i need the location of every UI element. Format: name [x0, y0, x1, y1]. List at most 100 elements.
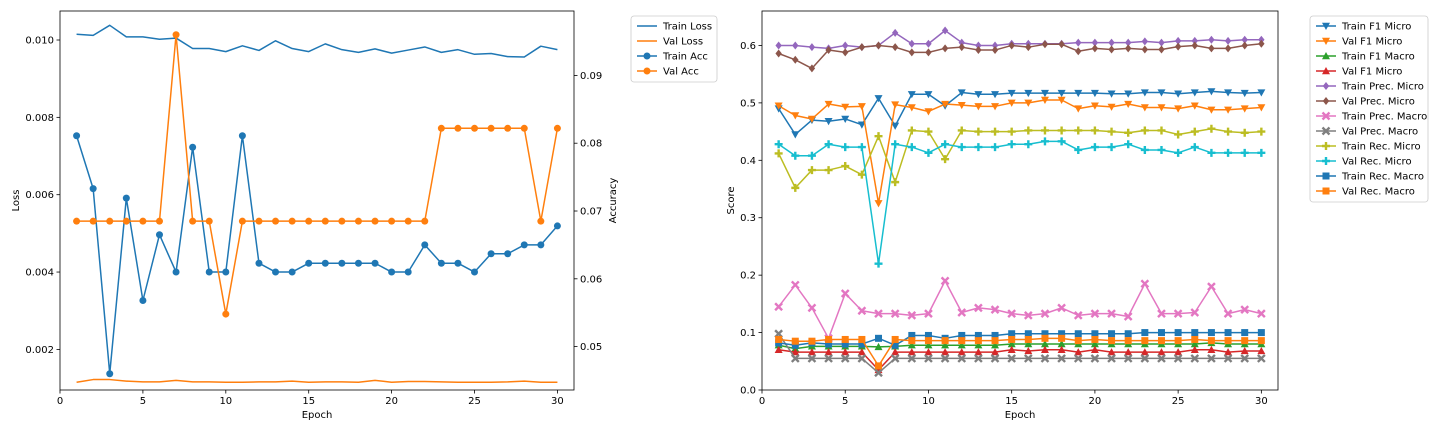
data-point [907, 104, 916, 112]
data-point [958, 43, 965, 52]
series-line [778, 99, 1262, 205]
data-point [1057, 96, 1066, 105]
data-point [924, 348, 933, 356]
series-train-rec-macro [775, 329, 1265, 349]
data-point [1007, 89, 1016, 98]
data-point [841, 340, 849, 348]
data-point [1174, 348, 1183, 356]
legend-label: Train Rec. Macro [1341, 172, 1424, 183]
data-point [1157, 329, 1165, 337]
legend-marker [1322, 172, 1330, 180]
data-point [1157, 104, 1166, 112]
data-point [288, 217, 296, 225]
data-point [807, 303, 817, 313]
data-point [791, 131, 800, 139]
data-point [1007, 140, 1016, 149]
data-point [1157, 126, 1166, 135]
series-line [76, 33, 559, 315]
data-point [1241, 41, 1248, 50]
data-point [404, 268, 412, 276]
data-point [1257, 329, 1265, 337]
data-point [354, 217, 362, 225]
data-point [1207, 345, 1216, 354]
legend-marker [1321, 126, 1331, 136]
data-point [807, 166, 816, 175]
data-point [1057, 340, 1066, 348]
data-point [975, 46, 982, 55]
series-val-prec-micro [775, 39, 1265, 73]
data-point [553, 222, 561, 230]
data-point [139, 297, 147, 305]
data-point [205, 217, 213, 225]
data-point [1073, 310, 1083, 320]
data-point [791, 341, 799, 349]
data-point [205, 268, 213, 276]
y-right-tick-label: 0.07 [580, 207, 602, 218]
data-point [974, 354, 983, 363]
data-point [1191, 329, 1199, 337]
series-train-prec-micro [775, 26, 1265, 53]
data-point [537, 241, 545, 249]
data-point [1257, 309, 1266, 318]
data-point [1090, 354, 1100, 363]
data-point [1157, 348, 1166, 356]
data-point [957, 341, 966, 349]
data-point [991, 341, 1000, 349]
series-line [778, 280, 1262, 340]
data-point [874, 342, 883, 351]
data-point [1090, 102, 1099, 110]
legend-label: Train Loss [662, 22, 712, 33]
data-point [471, 268, 479, 276]
data-point [824, 118, 833, 126]
plot-frame [761, 10, 1279, 391]
data-point [991, 91, 1000, 99]
data-point [1090, 345, 1099, 354]
data-point [388, 217, 396, 225]
data-point [891, 43, 899, 52]
data-point [774, 149, 783, 158]
data-point [857, 143, 866, 152]
data-point [1224, 89, 1233, 97]
data-point [1140, 89, 1149, 97]
data-point [924, 108, 933, 116]
data-point [1174, 130, 1183, 139]
data-point [974, 337, 982, 345]
data-point [1141, 45, 1149, 54]
data-point [1224, 36, 1232, 45]
data-point [891, 348, 900, 356]
data-point [958, 337, 966, 345]
data-point [1258, 35, 1265, 44]
data-point [1240, 105, 1249, 113]
data-point [807, 115, 816, 123]
y-tick-label: 0.0 [740, 386, 756, 397]
data-point [1140, 354, 1150, 363]
legend-marker [1322, 97, 1330, 105]
x-tick-label: 20 [1089, 396, 1102, 407]
data-point [1007, 127, 1016, 136]
legend-label: Val Acc [663, 67, 699, 78]
y-right-tick-label: 0.05 [580, 342, 602, 353]
data-point [1024, 126, 1033, 135]
data-point [1007, 99, 1016, 107]
data-point [1124, 100, 1133, 109]
data-point [1040, 345, 1049, 354]
data-point [1124, 38, 1132, 47]
data-point [908, 331, 916, 339]
data-point [238, 217, 246, 225]
data-point [1240, 148, 1249, 157]
x-tick-label: 10 [219, 396, 232, 407]
data-point [1007, 309, 1017, 318]
data-point [824, 354, 833, 363]
data-point [924, 309, 933, 318]
data-point [991, 143, 1000, 152]
data-point [840, 289, 850, 298]
legend-marker [643, 67, 651, 75]
data-point [891, 101, 900, 109]
data-point [825, 340, 833, 348]
data-point [1008, 41, 1015, 50]
data-point [790, 280, 800, 290]
data-point [421, 241, 429, 249]
data-point [172, 31, 180, 39]
data-point [1025, 43, 1032, 52]
data-point [89, 185, 97, 193]
